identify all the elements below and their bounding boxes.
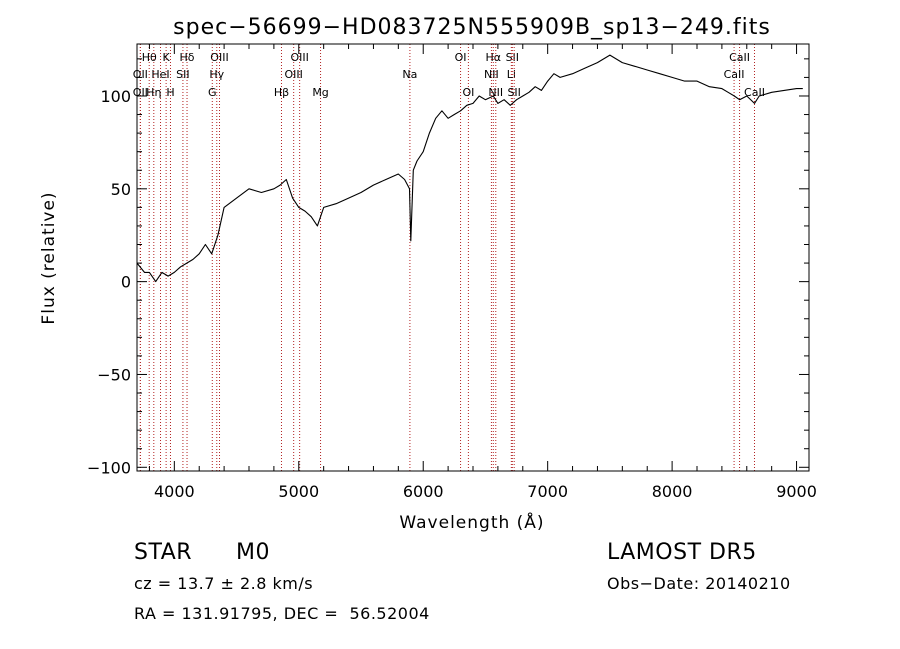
spectral-line-label: Mg — [312, 86, 328, 99]
x-tick-label: 8000 — [652, 482, 693, 501]
y-tick-label: −100 — [87, 458, 131, 477]
redshift-cz: cz = 13.7 ± 2.8 km/s — [134, 574, 314, 593]
spectral-line-label: Hη — [146, 86, 161, 99]
x-axis-label: Wavelength (Å) — [399, 511, 544, 533]
plot-frame — [136, 43, 810, 472]
spectral-line-label: OIII — [210, 51, 228, 64]
spectral-line-label: H — [166, 86, 174, 99]
x-tick-label: 6000 — [403, 482, 444, 501]
spectral-line-label: NII — [488, 86, 503, 99]
spectral-line-label: SII — [507, 86, 520, 99]
spectral-line-label: OI — [455, 51, 467, 64]
spectral-line-label: OIII — [284, 68, 302, 81]
spectral-line-label: Hβ — [274, 86, 289, 99]
spectral-line-label: SII — [506, 51, 519, 64]
spectral-line-label: Hδ — [180, 51, 195, 64]
y-tick-label: −50 — [97, 365, 131, 384]
chart-title: spec−56699−HD083725N555909B_sp13−249.fit… — [173, 15, 771, 40]
spectral-line-label: Li — [507, 68, 516, 81]
spectral-line-label: Hθ — [142, 51, 157, 64]
series-layer — [136, 54, 803, 283]
y-axis-label: Flux (relative) — [39, 191, 59, 324]
spectral-line-label: SII — [176, 68, 189, 81]
spectral-line-label: Hα — [486, 51, 502, 64]
spectral-line-label: OIII — [290, 51, 308, 64]
object-subclass: M0 — [236, 540, 270, 565]
object-class: STAR — [134, 540, 193, 565]
y-tick-label: 50 — [111, 180, 131, 199]
spectral-line-label: K — [163, 51, 171, 64]
coordinates: RA = 131.91795, DEC = 56.52004 — [134, 604, 430, 623]
axis-ticks: 4000 5000 6000 7000 8000 9000 −100 −50 0 50 100 — [87, 44, 817, 501]
spectral-line-label: OI — [462, 86, 474, 99]
spectral-line-label: CaII — [729, 51, 750, 64]
y-tick-label: 0 — [121, 273, 131, 292]
x-tick-label: 5000 — [278, 482, 319, 501]
obs-date: Obs−Date: 20140210 — [607, 574, 791, 593]
x-tick-label: 4000 — [154, 482, 195, 501]
spectral-line-label: CaII — [724, 68, 745, 81]
spectral-line-label: G — [208, 86, 217, 99]
spectral-line-label: Na — [402, 68, 417, 81]
spectrum-line — [136, 54, 803, 283]
y-tick-label: 100 — [100, 87, 131, 106]
x-tick-label: 9000 — [776, 482, 817, 501]
spectral-line-label: HeI — [151, 68, 169, 81]
spectral-line-label: NII — [484, 68, 499, 81]
spectral-line-label: Hγ — [209, 68, 224, 81]
survey-name: LAMOST DR5 — [607, 540, 757, 565]
x-tick-label: 7000 — [527, 482, 568, 501]
